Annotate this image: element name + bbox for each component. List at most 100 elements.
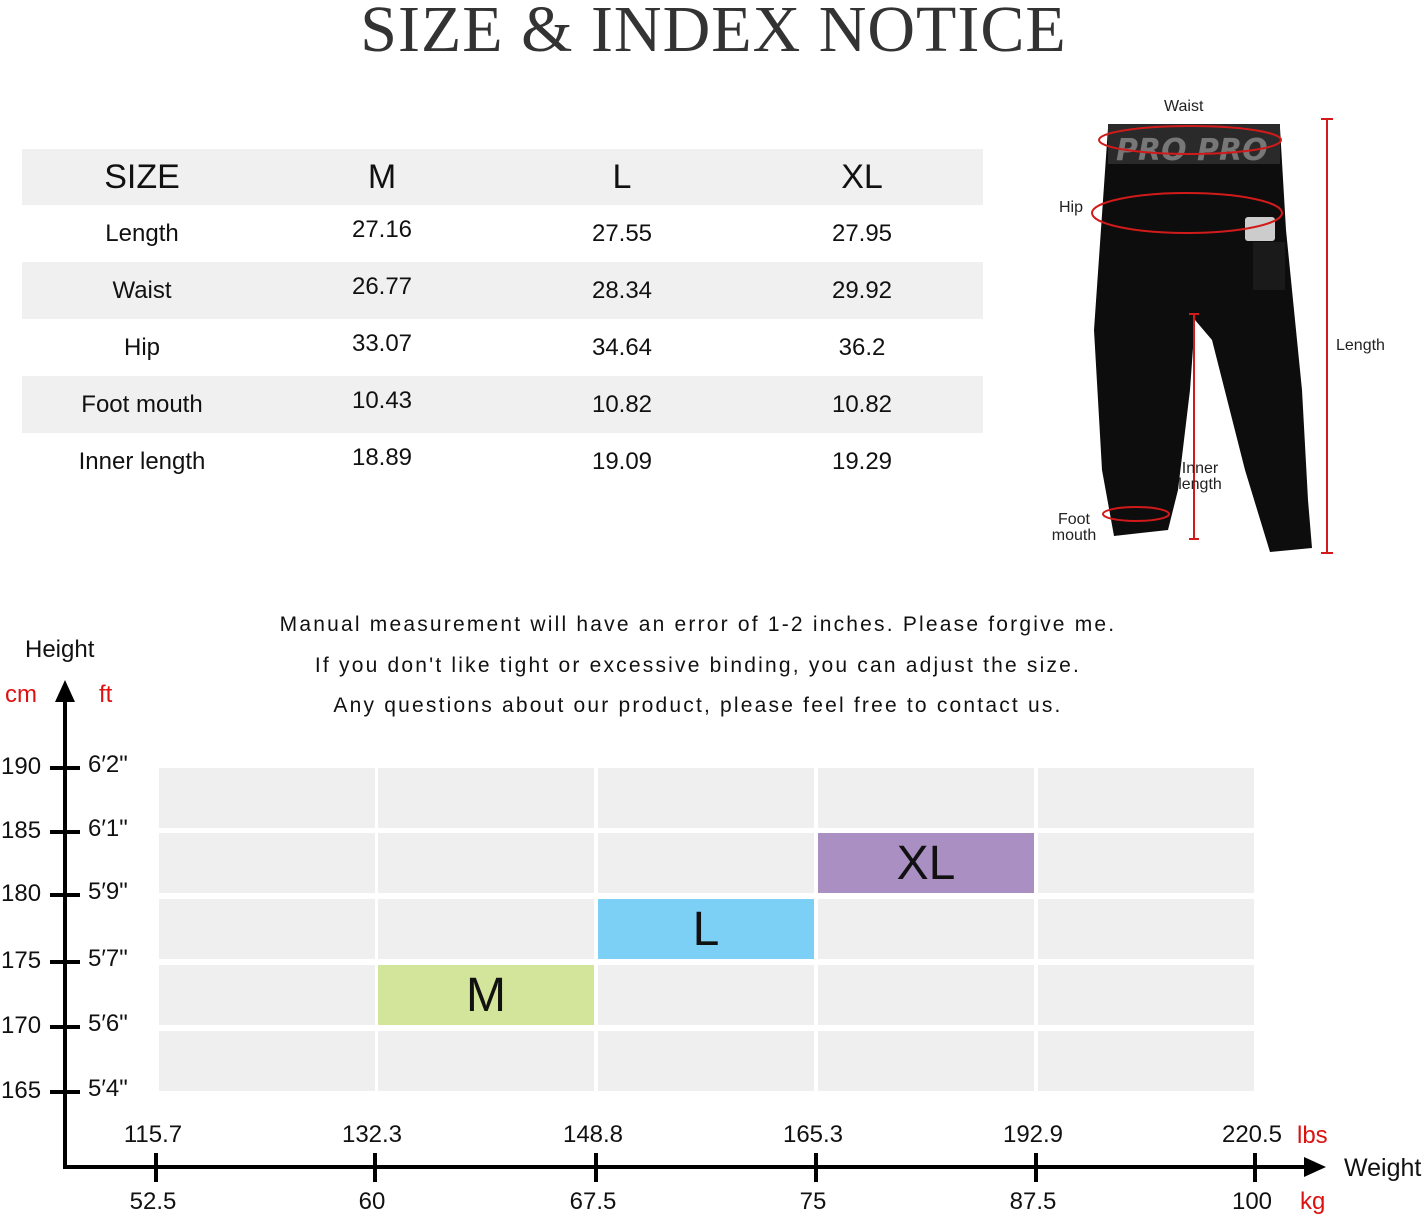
table-row: Inner length 18.89 19.09 19.29 [22, 433, 983, 490]
row-value: 10.43 [351, 387, 413, 414]
row-value: 10.82 [591, 391, 653, 418]
x-axis-title: Weight [1344, 1154, 1422, 1182]
grid-cell [378, 899, 594, 959]
grid-cell [159, 899, 375, 959]
x-tick-label-lbs: 132.3 [341, 1121, 403, 1148]
x-tick-label-kg: 67.5 [569, 1188, 617, 1215]
grid-cell [598, 833, 814, 893]
row-value: 29.92 [831, 277, 893, 304]
row-value: 26.77 [351, 273, 413, 300]
row-label: Foot mouth [81, 391, 203, 418]
grid-cell [818, 768, 1034, 828]
row-value: 18.89 [351, 444, 413, 471]
grid-cell [378, 833, 594, 893]
row-value: 10.82 [831, 391, 893, 418]
hip-label: Hip [1059, 199, 1084, 216]
row-label: Inner length [78, 448, 206, 475]
grid-cell [1038, 768, 1254, 828]
header-cell: M [367, 158, 397, 196]
grid-cell [159, 965, 375, 1025]
grid-cell [818, 965, 1034, 1025]
y-axis-title: Height [25, 636, 95, 663]
size-block-l: L [598, 899, 814, 959]
x-tick-label-lbs: 165.3 [782, 1121, 844, 1148]
y-tick-label-cm: 165 [1, 1077, 42, 1104]
row-value: 27.95 [831, 220, 893, 247]
y-tick-label-cm: 175 [1, 947, 42, 974]
y-unit-cm: cm [5, 681, 37, 708]
row-value: 27.55 [591, 220, 653, 247]
grid-cell [159, 768, 375, 828]
x-tick-label-lbs: 192.9 [1002, 1121, 1064, 1148]
notes: Manual measurement will have an error of… [0, 610, 1396, 732]
row-label: Length [105, 220, 179, 247]
grid-cell [159, 833, 375, 893]
grid-cell [598, 965, 814, 1025]
waist-label: Waist [1164, 98, 1204, 115]
x-unit-lbs: lbs [1297, 1122, 1328, 1149]
header-cell: SIZE [104, 158, 180, 196]
y-tick-label-ft: 6′1" [88, 815, 128, 842]
y-unit-ft: ft [99, 681, 113, 708]
x-tick-label-lbs: 115.7 [123, 1121, 183, 1148]
grid-cell [1038, 965, 1254, 1025]
table-header-row: SIZE M L XL [22, 149, 983, 205]
grid-cell [818, 899, 1034, 959]
length-measure-line [1321, 118, 1333, 554]
row-value: 33.07 [351, 330, 413, 357]
foot-mouth-label: Foot mouth [1048, 512, 1100, 544]
grid-cell [598, 768, 814, 828]
x-tick-label-kg: 100 [1231, 1188, 1273, 1215]
table-row: Length 27.16 27.55 27.95 [22, 205, 983, 262]
row-value: 36.2 [838, 334, 886, 361]
waistband [1108, 124, 1280, 164]
grid-cell [159, 1031, 375, 1091]
y-tick-label-cm: 185 [1, 817, 42, 844]
x-tick-label-lbs: 148.8 [562, 1121, 624, 1148]
pants-diagram: PRO PRO [1091, 118, 1333, 554]
note-line: If you don't like tight or excessive bin… [314, 653, 1082, 677]
header-cell: L [612, 158, 632, 196]
waist-measure-ring [1098, 125, 1282, 155]
foot-mouth-measure-ring [1102, 506, 1170, 522]
y-axis-arrow-icon [55, 680, 75, 702]
table-row: Foot mouth 10.43 10.82 10.82 [22, 376, 983, 433]
inner-length-label: Inner length [1176, 461, 1224, 493]
grid-cell [1038, 899, 1254, 959]
row-value: 19.29 [831, 448, 893, 475]
inner-length-measure-line [1189, 313, 1199, 540]
y-tick-label-ft: 5′4" [88, 1075, 128, 1102]
table-row: Waist 26.77 28.34 29.92 [22, 262, 983, 319]
row-label: Waist [112, 277, 172, 304]
foot-label-line1: Foot [1057, 511, 1090, 528]
y-tick-label-ft: 5′9" [88, 878, 128, 905]
y-tick-label-ft: 5′7" [88, 945, 128, 972]
row-label: Hip [123, 334, 160, 361]
foot-label-line2: mouth [1051, 527, 1097, 544]
size-block-m: M [378, 965, 594, 1025]
grid-cell [1038, 1031, 1254, 1091]
x-tick-label-kg: 60 [358, 1188, 386, 1215]
hip-measure-ring [1091, 192, 1283, 234]
x-unit-kg: kg [1300, 1188, 1326, 1215]
x-tick-label-kg: 87.5 [1009, 1188, 1057, 1215]
row-value: 19.09 [591, 448, 653, 475]
y-tick-label-cm: 170 [1, 1012, 42, 1039]
length-label: Length [1336, 337, 1385, 354]
page-title: SIZE & INDEX NOTICE [360, 0, 1067, 66]
x-tick-label-kg: 75 [799, 1188, 827, 1215]
y-tick-label-cm: 180 [1, 880, 42, 907]
x-tick-label-lbs: 220.5 [1221, 1121, 1283, 1148]
header-cell: XL [841, 158, 883, 196]
pocket [1253, 242, 1285, 290]
grid-cell [378, 768, 594, 828]
row-value: 28.34 [591, 277, 653, 304]
grid-cell [378, 1031, 594, 1091]
table-row: Hip 33.07 34.64 36.2 [22, 319, 983, 376]
y-tick-label-ft: 5′6" [88, 1010, 128, 1037]
grid-cell [818, 1031, 1034, 1091]
y-tick-label-ft: 6′2" [88, 751, 128, 778]
row-value: 34.64 [591, 334, 653, 361]
